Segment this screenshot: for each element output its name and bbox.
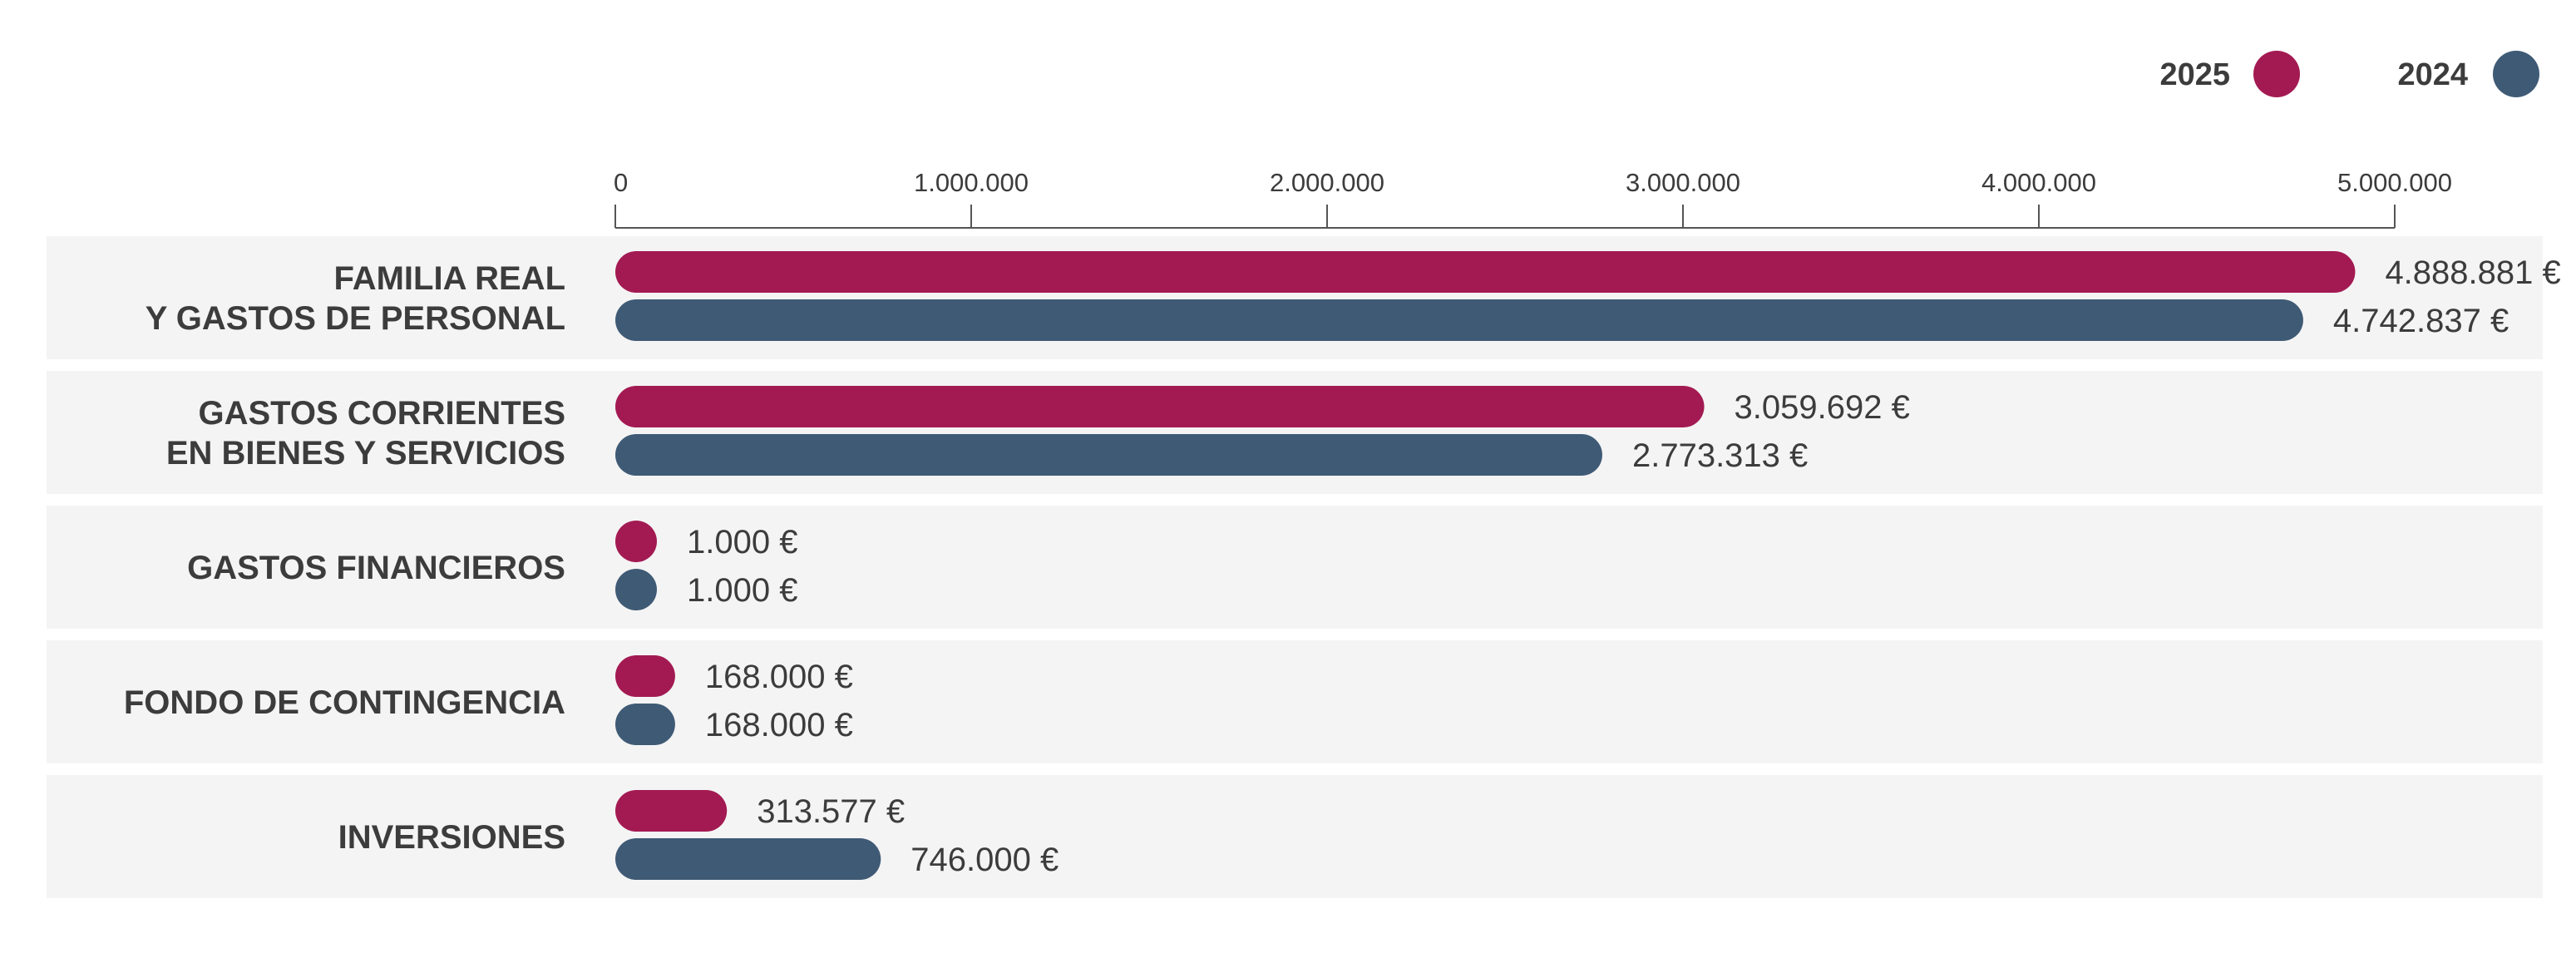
value-label-2025: 3.059.692 €: [1735, 389, 1910, 426]
value-label-2024: 4.742.837 €: [2333, 303, 2509, 339]
bar-2024: [615, 569, 657, 610]
bar-2025: [615, 251, 2356, 293]
value-label-2024: 746.000 €: [910, 842, 1059, 878]
value-label-2025: 4.888.881 €: [2385, 254, 2560, 291]
x-tick-label: 5.000.000: [2337, 168, 2452, 197]
legend-label-2025: 2025: [2159, 57, 2230, 92]
bar-2025: [615, 521, 657, 562]
x-tick-label: 3.000.000: [1626, 168, 1740, 197]
value-label-2025: 168.000 €: [705, 659, 853, 695]
category-label: GASTOS FINANCIEROS: [187, 550, 565, 586]
category-label: FAMILIA REAL: [334, 260, 566, 297]
bar-2024: [615, 434, 1602, 476]
legend-marker-2025: [2253, 51, 2300, 97]
bar-2025: [615, 790, 728, 832]
value-label-2025: 313.577 €: [757, 793, 905, 830]
value-label-2025: 1.000 €: [687, 524, 797, 560]
bar-2025: [615, 655, 675, 697]
category-label: EN BIENES Y SERVICIOS: [166, 435, 565, 472]
legend-label-2024: 2024: [2397, 57, 2468, 92]
x-tick-label: 0: [614, 168, 628, 197]
category-band: [47, 640, 2543, 763]
x-tick-label: 2.000.000: [1270, 168, 1384, 197]
value-label-2024: 168.000 €: [705, 707, 853, 743]
category-label: Y GASTOS DE PERSONAL: [146, 300, 565, 337]
category-label: FONDO DE CONTINGENCIA: [124, 684, 565, 721]
bar-2024: [615, 299, 2303, 341]
legend-marker-2024: [2493, 51, 2539, 97]
x-tick-label: 1.000.000: [914, 168, 1029, 197]
bar-2024: [615, 704, 675, 745]
category-band: [47, 506, 2543, 629]
bar-2025: [615, 386, 1705, 427]
value-label-2024: 1.000 €: [687, 572, 797, 609]
category-label: GASTOS CORRIENTES: [198, 395, 565, 432]
value-label-2024: 2.773.313 €: [1632, 437, 1808, 474]
x-tick-label: 4.000.000: [1981, 168, 2096, 197]
category-band: [47, 775, 2543, 898]
bar-2024: [615, 838, 881, 880]
category-label: INVERSIONES: [338, 819, 565, 856]
